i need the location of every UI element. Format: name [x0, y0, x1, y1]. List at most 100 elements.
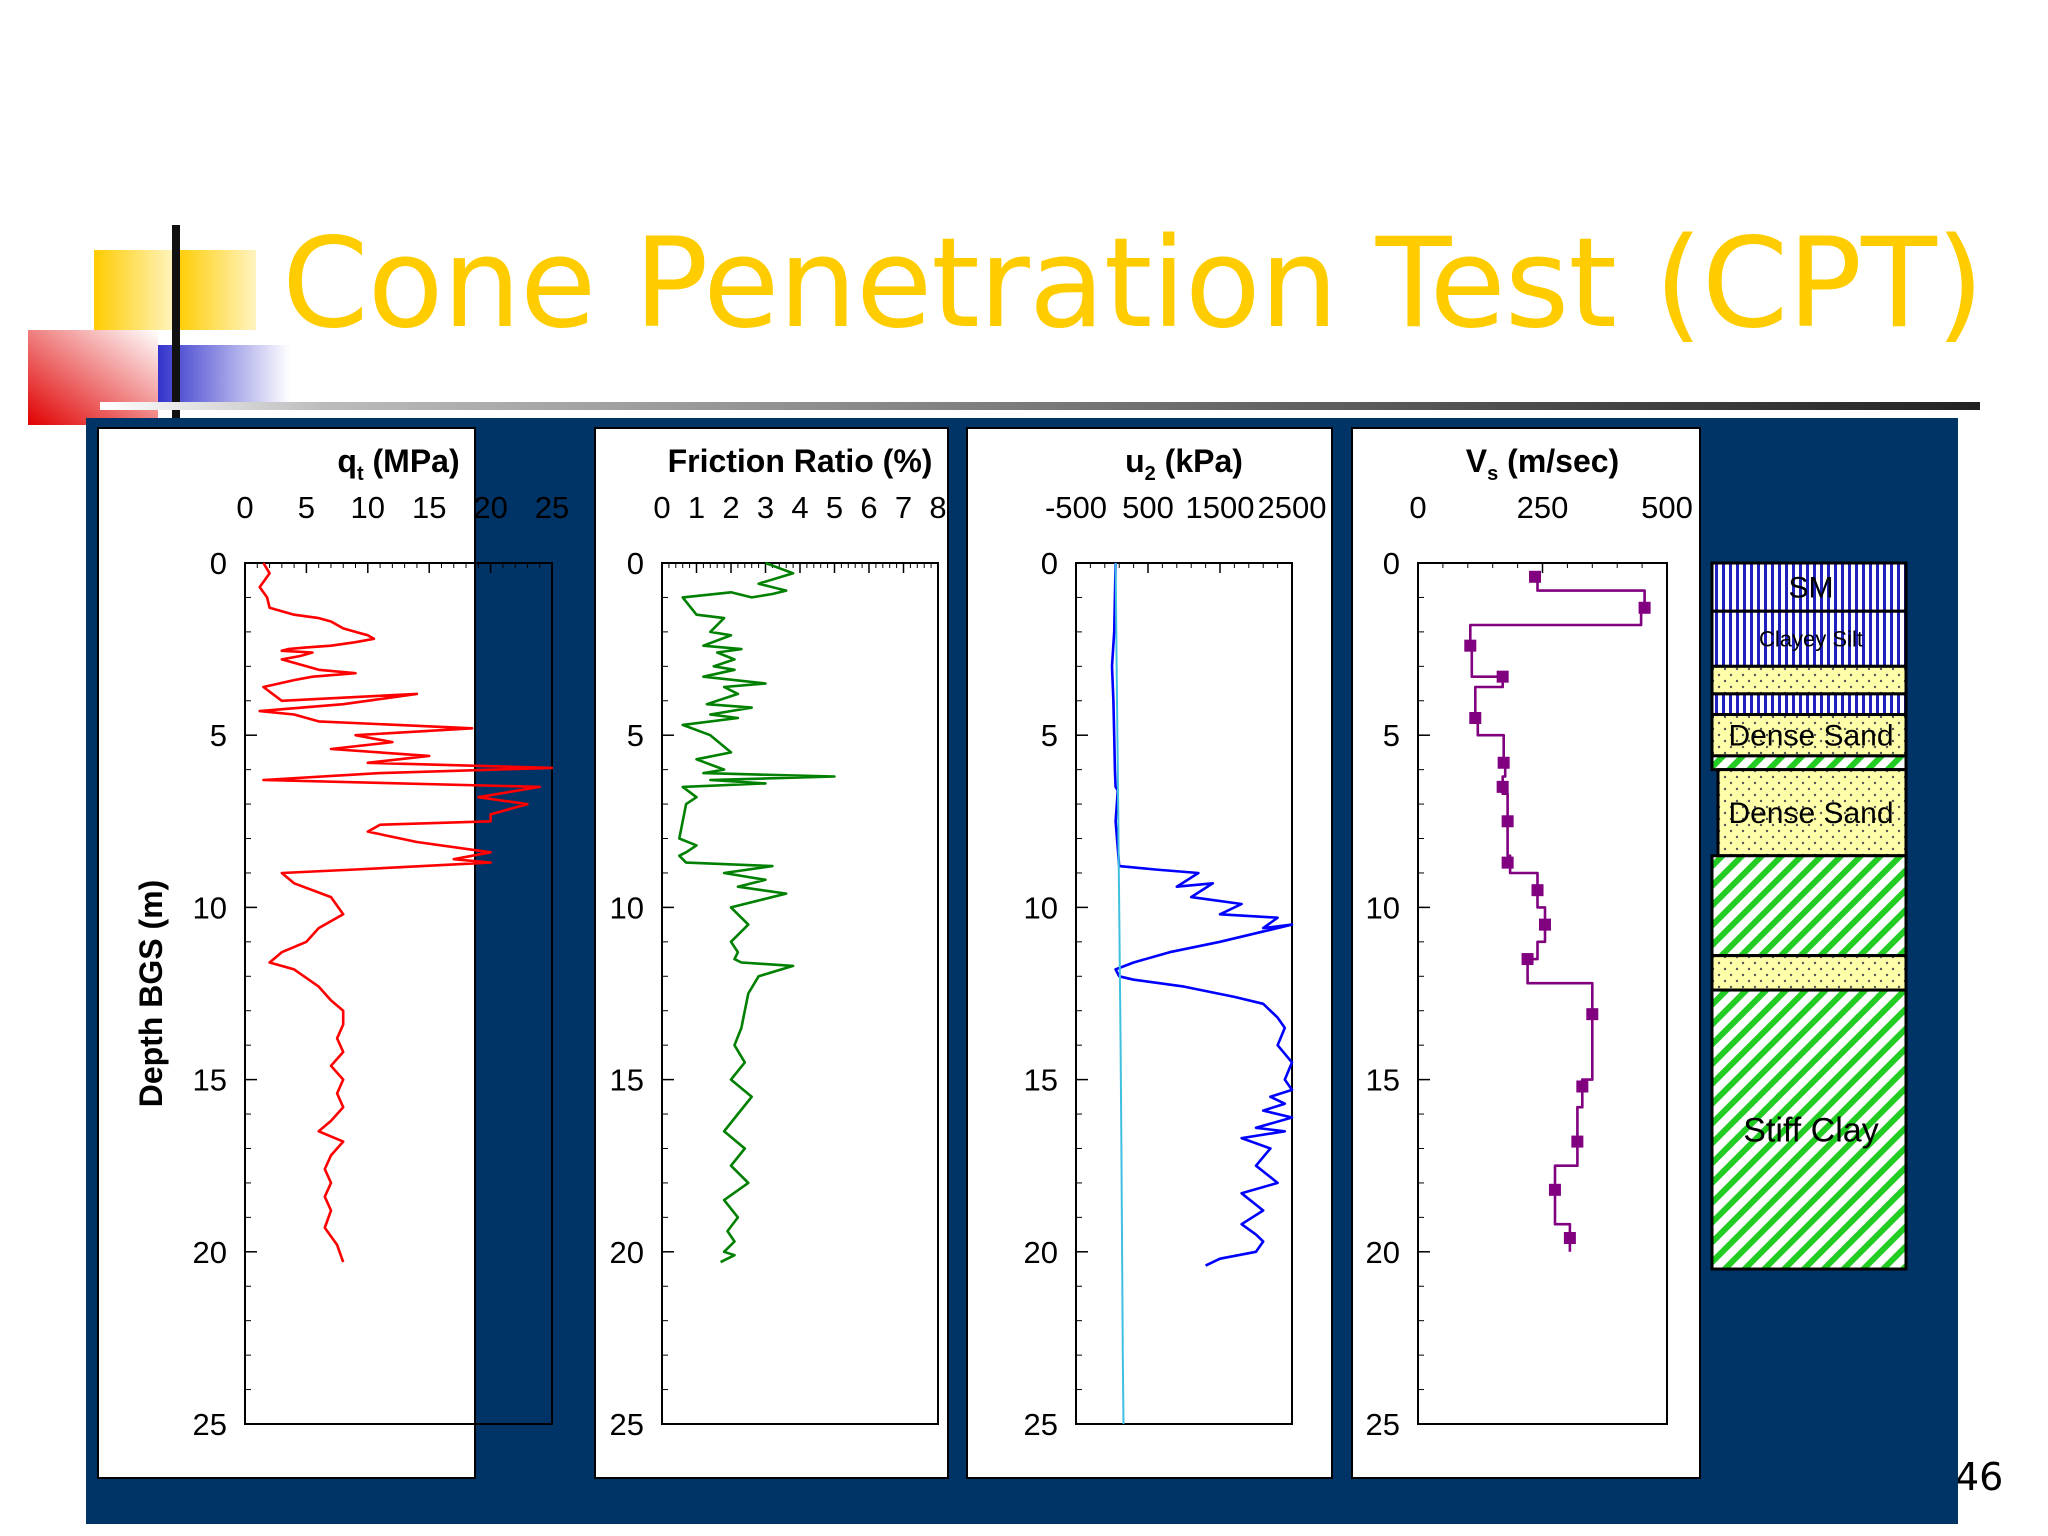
data-point: [1576, 1080, 1589, 1093]
x-tick-label: 4: [791, 490, 808, 525]
y-tick-label: 20: [193, 1235, 227, 1270]
soil-layer: SM: [1710, 561, 1908, 613]
data-point: [1496, 780, 1509, 793]
x-tick-label: 3: [757, 490, 774, 525]
x-tick-label: 0: [653, 490, 670, 525]
title-rest: (MPa): [364, 443, 460, 479]
soil-layer-fill: [1710, 854, 1908, 958]
title-main: Friction Ratio (%): [668, 443, 933, 479]
soil-layer: [1710, 854, 1908, 958]
data-point: [1529, 570, 1542, 583]
x-tick-label: 500: [1122, 490, 1174, 525]
title-subscript: s: [1487, 463, 1498, 485]
title-rest: (kPa): [1156, 443, 1243, 479]
panel-1: qt (MPa) 0 5 10 15 20 25 0 5 10 15 20 25 Depth BGS (m…: [97, 427, 569, 1479]
soil-layer: [1710, 754, 1908, 772]
x-tick-label: 250: [1517, 490, 1569, 525]
y-axis-label: Depth BGS (m): [133, 880, 169, 1108]
plot-area: [1075, 562, 1293, 1425]
y-tick-label: 5: [1041, 718, 1058, 753]
y-tick-label: 20: [1366, 1235, 1400, 1270]
y-tick-label: 25: [193, 1407, 227, 1442]
panel-frame: [594, 427, 949, 1479]
x-tick-label: -500: [1045, 490, 1107, 525]
x-tick-label: 2500: [1258, 490, 1327, 525]
soil-layer: Stiff Clay: [1710, 988, 1908, 1271]
soil-layer-fill: [1710, 954, 1908, 992]
y-tick-label: 15: [1366, 1063, 1400, 1098]
series-line-1: [1469, 575, 1646, 1252]
data-point: [1501, 815, 1514, 828]
soil-layer-label: Dense Sand: [1728, 797, 1893, 830]
soil-layer: [1710, 954, 1908, 992]
soil-layer-fill: [1710, 692, 1908, 717]
soil-layer-label: Stiff Clay: [1743, 1111, 1878, 1149]
data-point: [1638, 601, 1651, 614]
title-main: V: [1466, 443, 1488, 479]
data-point: [1496, 670, 1509, 683]
data-point: [1586, 1008, 1599, 1021]
data-point: [1531, 884, 1544, 897]
x-tick-label: 0: [1409, 490, 1426, 525]
y-tick-label: 5: [210, 718, 227, 753]
panel-frame: [966, 427, 1333, 1479]
y-tick-label: 15: [610, 1063, 644, 1098]
soil-layer-fill: [1710, 664, 1908, 696]
y-tick-label: 10: [1366, 890, 1400, 925]
title-main: u: [1125, 443, 1145, 479]
y-tick-label: 25: [1366, 1407, 1400, 1442]
y-tick-label: 10: [1024, 890, 1058, 925]
x-tick-label: 7: [895, 490, 912, 525]
soil-layer-label: Dense Sand: [1728, 720, 1893, 753]
y-tick-label: 0: [1041, 546, 1058, 581]
panel-frame: [97, 427, 476, 1479]
data-point: [1469, 711, 1482, 724]
y-tick-label: 25: [610, 1407, 644, 1442]
plot-area: [244, 562, 553, 1425]
y-tick-label: 5: [627, 718, 644, 753]
panel-frame: [1351, 427, 1701, 1479]
data-point: [1538, 918, 1551, 931]
soil-layer: Dense Sand: [1710, 713, 1908, 758]
y-tick-label: 0: [627, 546, 644, 581]
panel-4: Vs (m/sec) 0 250 500 0 5 10 15 20 25: [1351, 427, 1701, 1479]
data-point: [1571, 1135, 1584, 1148]
y-tick-label: 0: [1383, 546, 1400, 581]
data-point: [1548, 1183, 1561, 1196]
x-tick-label: 10: [351, 490, 385, 525]
panel-title: qt (MPa): [337, 443, 459, 485]
series-line-2: [1114, 562, 1125, 1425]
title-decoration: [28, 225, 1980, 425]
y-tick-label: 25: [1024, 1407, 1058, 1442]
slide-number: 46: [1955, 1455, 2004, 1499]
data-point: [1501, 856, 1514, 869]
x-tick-label: 2: [722, 490, 739, 525]
soil-layer-fill: [1710, 754, 1908, 772]
soil-layer: Dense Sand: [1716, 768, 1908, 858]
y-tick-label: 20: [610, 1235, 644, 1270]
soil-layer-fill: [1710, 988, 1908, 1271]
soil-layer-label: SM: [1789, 572, 1834, 605]
x-tick-label: 15: [412, 490, 446, 525]
x-tick-label: 500: [1641, 490, 1693, 525]
data-point: [1497, 756, 1510, 769]
soil-layer-fill: [1716, 768, 1908, 858]
y-tick-label: 15: [1024, 1063, 1058, 1098]
x-tick-label: 20: [473, 490, 507, 525]
y-tick-label: 10: [193, 890, 227, 925]
soil-layer-label: Clayey Silt: [1759, 626, 1863, 651]
x-tick-label: 5: [826, 490, 843, 525]
series-line-1: [1110, 562, 1294, 1267]
x-tick-label: 8: [929, 490, 946, 525]
panel-title: Friction Ratio (%): [668, 443, 933, 479]
x-tick-label: 6: [860, 490, 877, 525]
title-subscript: 2: [1145, 463, 1156, 485]
x-tick-label: 0: [236, 490, 253, 525]
x-tick-label: 1: [688, 490, 705, 525]
title-subscript: t: [357, 463, 364, 485]
soil-layer: Clayey Silt: [1710, 609, 1908, 668]
soil-layer: [1710, 692, 1908, 717]
series-line-1: [258, 562, 554, 1263]
x-tick-label: 5: [298, 490, 315, 525]
